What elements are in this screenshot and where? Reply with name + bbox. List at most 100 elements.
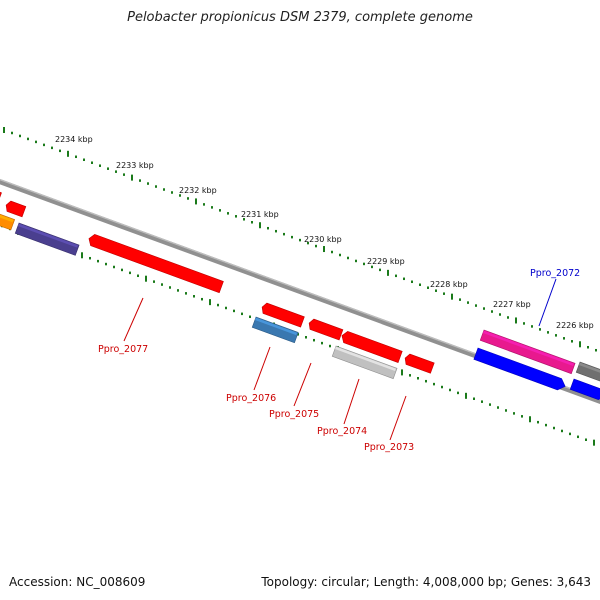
gene-arrow-body	[575, 361, 600, 384]
tick-mark	[563, 337, 565, 340]
tick-mark	[233, 309, 235, 313]
ruler-label: 2227 kbp	[493, 300, 531, 309]
tick-mark	[179, 194, 181, 197]
tick-mark	[435, 289, 437, 292]
gene-labels: Ppro_2077 Ppro_2076 Ppro_2075 Ppro_2074 Ppro…	[98, 268, 580, 453]
tick-mark	[451, 293, 453, 300]
tick-mark	[339, 253, 341, 257]
gene-feature	[479, 329, 576, 375]
gene-arrow-highlight	[254, 317, 298, 336]
tick-mark	[577, 435, 579, 439]
tick-mark	[113, 265, 115, 269]
tick-mark	[43, 143, 45, 147]
leader-line	[293, 362, 312, 407]
tick-mark	[35, 140, 37, 144]
tick-mark	[283, 232, 285, 236]
tick-mark	[443, 292, 445, 295]
tick-mark	[115, 170, 117, 173]
tick-mark	[155, 185, 157, 188]
ruler-label: 2229 kbp	[367, 257, 405, 266]
gene-arrow-body	[0, 211, 16, 231]
tick-mark	[297, 333, 299, 336]
tick-mark	[513, 412, 515, 415]
tick-mark	[185, 292, 187, 295]
genome-summary-text: Topology: circular; Length: 4,008,000 bp…	[261, 575, 591, 589]
tick-mark	[137, 274, 139, 278]
tick-mark	[483, 307, 485, 310]
gene-label: Ppro_2074	[317, 426, 367, 437]
tick-mark	[595, 348, 597, 352]
gene-arrow-highlight	[334, 346, 396, 372]
tick-mark	[305, 336, 307, 339]
tick-mark	[123, 173, 125, 176]
gene-arrow-body	[341, 331, 403, 363]
tick-mark	[89, 256, 91, 260]
tick-mark	[99, 164, 101, 167]
tick-mark	[411, 280, 413, 284]
tick-mark	[329, 344, 331, 348]
tick-mark	[561, 429, 563, 433]
tick-mark	[83, 158, 85, 162]
tick-mark	[177, 289, 179, 292]
tick-mark	[507, 316, 509, 319]
gene-arrow-highlight	[265, 303, 304, 320]
tick-mark	[139, 179, 141, 182]
tick-mark	[547, 331, 549, 334]
tick-mark	[291, 235, 293, 239]
leader-line	[253, 346, 271, 391]
tick-mark	[51, 146, 53, 150]
gene-feature	[5, 200, 27, 218]
leader-line	[538, 278, 557, 327]
tick-mark	[347, 256, 349, 260]
gene-arrow-body	[261, 302, 305, 328]
tick-mark	[153, 280, 155, 283]
leader-line	[123, 297, 144, 342]
tick-mark	[275, 229, 277, 233]
ruler-label: 2232 kbp	[179, 186, 217, 195]
tick-mark	[427, 286, 429, 289]
gene-arrow-body	[14, 222, 80, 256]
tick-mark	[593, 439, 595, 446]
gene-arrow-body	[5, 200, 27, 218]
tick-mark	[545, 423, 547, 427]
gene-label: Ppro_2073	[364, 442, 414, 453]
tick-mark	[571, 340, 573, 343]
gene-label: Ppro_2072	[530, 268, 580, 279]
tick-mark	[169, 286, 171, 289]
accession-text: Accession: NC_008609	[9, 575, 146, 589]
gene-feature	[308, 318, 344, 341]
tick-mark	[457, 391, 459, 395]
tick-mark	[441, 385, 443, 389]
outer-tick-track	[3, 127, 597, 352]
tick-mark	[267, 226, 269, 230]
tick-mark	[105, 262, 107, 266]
gene-label: Ppro_2075	[269, 409, 319, 420]
tick-mark	[195, 198, 197, 205]
tick-mark	[193, 295, 195, 298]
tick-mark	[499, 313, 501, 316]
tick-mark	[27, 137, 29, 141]
gene-arrow-highlight	[346, 331, 402, 354]
tick-mark	[171, 191, 173, 194]
gene-arrow-highlight	[476, 348, 561, 382]
tick-mark	[313, 338, 315, 342]
tick-mark	[187, 197, 189, 200]
tick-mark	[307, 241, 309, 245]
tick-mark	[217, 303, 219, 307]
tick-mark	[417, 377, 419, 380]
gene-arrow-body	[404, 353, 435, 374]
tick-mark	[403, 277, 405, 281]
tick-mark	[473, 397, 475, 401]
tick-mark	[209, 299, 211, 306]
tick-mark	[235, 215, 237, 218]
label-leader-lines	[123, 278, 557, 441]
gene-feature	[261, 302, 305, 328]
tick-mark	[259, 222, 261, 229]
gene-label: Ppro_2076	[226, 393, 276, 404]
ruler-label: 2233 kbp	[116, 161, 154, 170]
gene-feature	[575, 361, 600, 384]
tick-mark	[491, 310, 493, 313]
gene-features	[0, 190, 600, 400]
gene-feature	[251, 316, 299, 344]
